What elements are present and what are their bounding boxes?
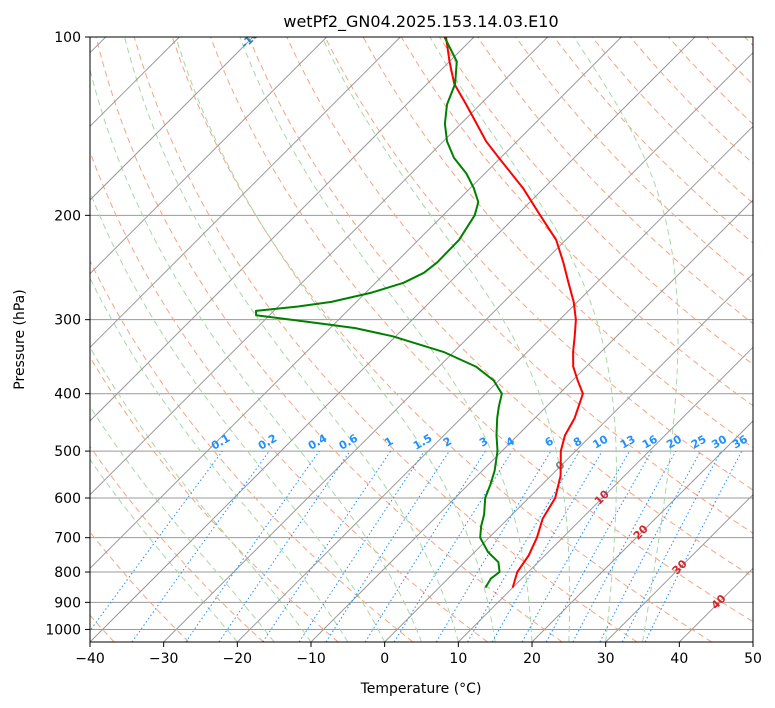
- isotherm-20: [531, 420, 753, 642]
- x-tick-label-10: 10: [449, 651, 467, 667]
- dry-adiabat-20: [95, 37, 563, 642]
- plot-background: [90, 37, 753, 642]
- isotherm-70: [90, 37, 475, 422]
- moist-adiabats: [90, 37, 679, 642]
- isotherm-20: [236, 125, 753, 642]
- x-tick-label-20: 20: [523, 651, 541, 667]
- x-tick-label-30: 30: [597, 651, 615, 667]
- x-tick-label-30: −30: [149, 651, 179, 667]
- moist-adiabat-15: [175, 37, 496, 642]
- moist-adiabat-5: [90, 67, 422, 642]
- chart-title: wetPf2_GN04.2025.153.14.03.E10: [283, 12, 558, 32]
- moist-adiabat-0: [90, 190, 386, 642]
- isotherm-40: [90, 37, 696, 642]
- y-tick-label-700: 700: [54, 531, 81, 547]
- y-tick-label-1000: 1000: [45, 622, 81, 638]
- mixing-ratio-line-0-1: [90, 450, 223, 632]
- mixing-ratio-lines: [90, 450, 743, 642]
- moist-adiabat-25: [321, 37, 571, 642]
- isotherm-80: [90, 37, 401, 349]
- isotherm-100: [90, 37, 254, 201]
- isotherm-30: [163, 51, 753, 642]
- plot-area: -100-90-80-70-60-50-40-30-20-10010203040…: [90, 0, 753, 642]
- isotherm-10: [310, 199, 753, 642]
- mixing-ratio-line-16: [545, 450, 653, 642]
- y-tick-label-100: 100: [54, 30, 81, 46]
- mixing-ratio-line-13: [521, 450, 630, 642]
- isotherm-10: [457, 346, 753, 642]
- mixing-ratio-line-0-6: [218, 450, 351, 642]
- moist-adiabat-35: [573, 37, 679, 642]
- dewpoint-profile-line: [255, 37, 503, 589]
- y-tick-label-800: 800: [54, 565, 81, 581]
- y-tick-label-200: 200: [54, 208, 81, 224]
- dry-adiabat-30: [133, 37, 638, 642]
- x-tick-label-20: −20: [223, 651, 253, 667]
- dry-adiabat-70: [286, 37, 753, 534]
- mixing-ratio-line-0-2: [131, 450, 270, 642]
- x-axis-ticks: −40 −30 −20 −10 0 10 20 30 40 50: [75, 642, 762, 667]
- mixing-ratio-line-0-4: [185, 450, 320, 642]
- moist-adiabat-30: [429, 37, 617, 642]
- x-tick-label-0: 0: [380, 651, 389, 667]
- y-tick-label-300: 300: [54, 313, 81, 329]
- sounding-series: [255, 37, 584, 589]
- mixing-ratio-line-4: [393, 450, 513, 642]
- moist-adiabat-5: [90, 277, 349, 642]
- isotherm-50: [90, 37, 622, 570]
- mixing-ratio-line-1: [262, 450, 392, 642]
- plot-frame: [89, 36, 754, 643]
- isotherm-90: [90, 37, 328, 275]
- y-tick-label-900: 900: [54, 595, 81, 611]
- isotherm-label-90: -90: [361, 0, 384, 2]
- y-tick-label-600: 600: [54, 491, 81, 507]
- isotherm-30: [605, 493, 753, 642]
- moist-adiabat-20: [239, 37, 533, 642]
- moist-adiabat-15: [90, 405, 275, 642]
- isotherm-50: [752, 641, 753, 642]
- dry-adiabat-60: [248, 37, 753, 578]
- x-tick-label-10: −10: [296, 651, 326, 667]
- y-axis-label: Pressure (hPa): [12, 289, 28, 389]
- isotherm-0: [384, 272, 753, 642]
- mixing-ratio-line-2: [325, 450, 450, 642]
- y-tick-label-500: 500: [54, 444, 81, 460]
- x-tick-label-50: 50: [744, 651, 762, 667]
- dry-adiabats: [90, 37, 753, 642]
- x-axis-label: Temperature (°C): [360, 681, 482, 697]
- dry-adiabat-20: [90, 445, 264, 642]
- x-tick-label-40: 40: [670, 651, 688, 667]
- y-tick-label-400: 400: [54, 387, 81, 403]
- y-axis-ticks: 100 200 300 400 500 600 700 800 900 1000: [45, 30, 90, 638]
- temperature-profile-line: [445, 37, 584, 588]
- moist-adiabat-20: [90, 458, 238, 642]
- mixing-ratio-line-36: [644, 450, 743, 642]
- dry-adiabat-0: [90, 259, 414, 642]
- dry-adiabat-50: [210, 37, 753, 623]
- moist-adiabat-10: [124, 37, 459, 642]
- dry-adiabat-40: [171, 37, 712, 642]
- mixing-ratio-line-20: [572, 450, 677, 642]
- mixing-ratio-line-1-5: [298, 450, 425, 642]
- dry-adiabat-80: [324, 37, 753, 491]
- dry-adiabat-130: [515, 37, 753, 284]
- dry-adiabat-10: [90, 356, 339, 642]
- x-tick-label-40: −40: [75, 651, 105, 667]
